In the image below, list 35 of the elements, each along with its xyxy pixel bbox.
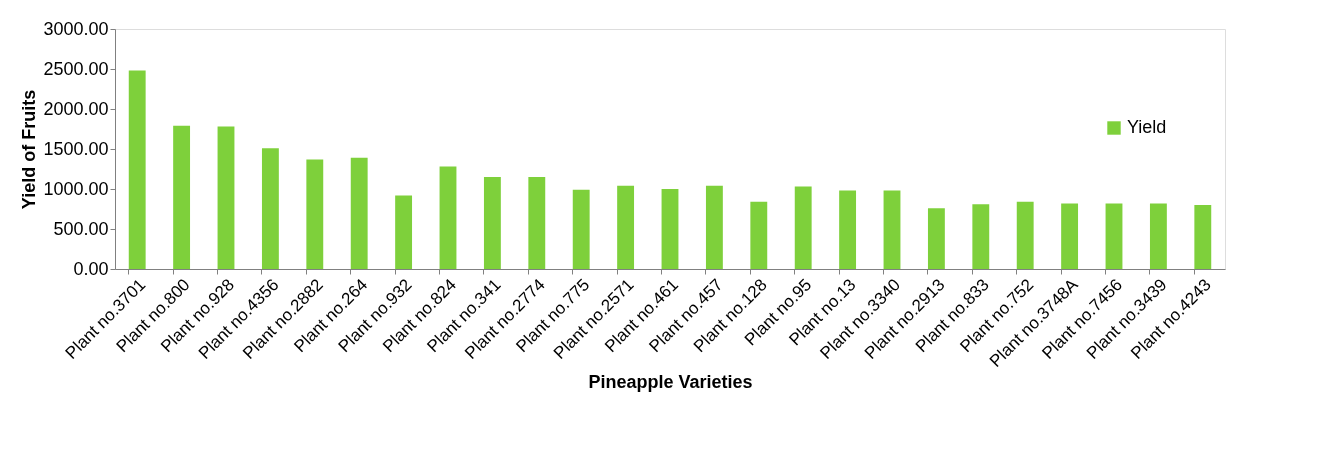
bar — [572, 189, 590, 269]
bar — [350, 157, 368, 269]
bar — [395, 195, 413, 269]
y-tick-label: 0.00 — [73, 258, 109, 279]
y-tick-label: 2000.00 — [43, 98, 109, 119]
bar — [794, 186, 812, 269]
y-tick-label: 1500.00 — [43, 138, 109, 159]
bar — [883, 190, 901, 269]
bar — [705, 185, 723, 269]
bar — [1016, 201, 1034, 269]
bar — [1105, 203, 1123, 269]
bar — [927, 208, 945, 269]
x-axis-title: Pineapple Varieties — [588, 372, 753, 393]
y-tick-label: 2500.00 — [43, 58, 109, 79]
bar — [173, 125, 191, 269]
bar — [661, 189, 679, 269]
y-tick-label: 500.00 — [53, 218, 109, 239]
bar — [839, 190, 857, 269]
bar — [750, 201, 768, 269]
bar — [617, 185, 635, 269]
bar — [1194, 205, 1212, 269]
bar — [1149, 203, 1167, 269]
bar — [261, 148, 279, 269]
bar — [1061, 203, 1079, 269]
bar — [483, 177, 501, 269]
y-tick-label: 1000.00 — [43, 178, 109, 199]
bar — [217, 126, 235, 269]
bar — [128, 70, 146, 269]
bar — [528, 177, 546, 269]
y-axis-title: Yield of Fruits — [19, 89, 40, 210]
legend-label: Yield — [1127, 117, 1167, 137]
bar — [439, 166, 457, 269]
bar — [972, 204, 990, 269]
bar — [306, 159, 324, 269]
y-tick-label: 3000.00 — [43, 18, 109, 39]
